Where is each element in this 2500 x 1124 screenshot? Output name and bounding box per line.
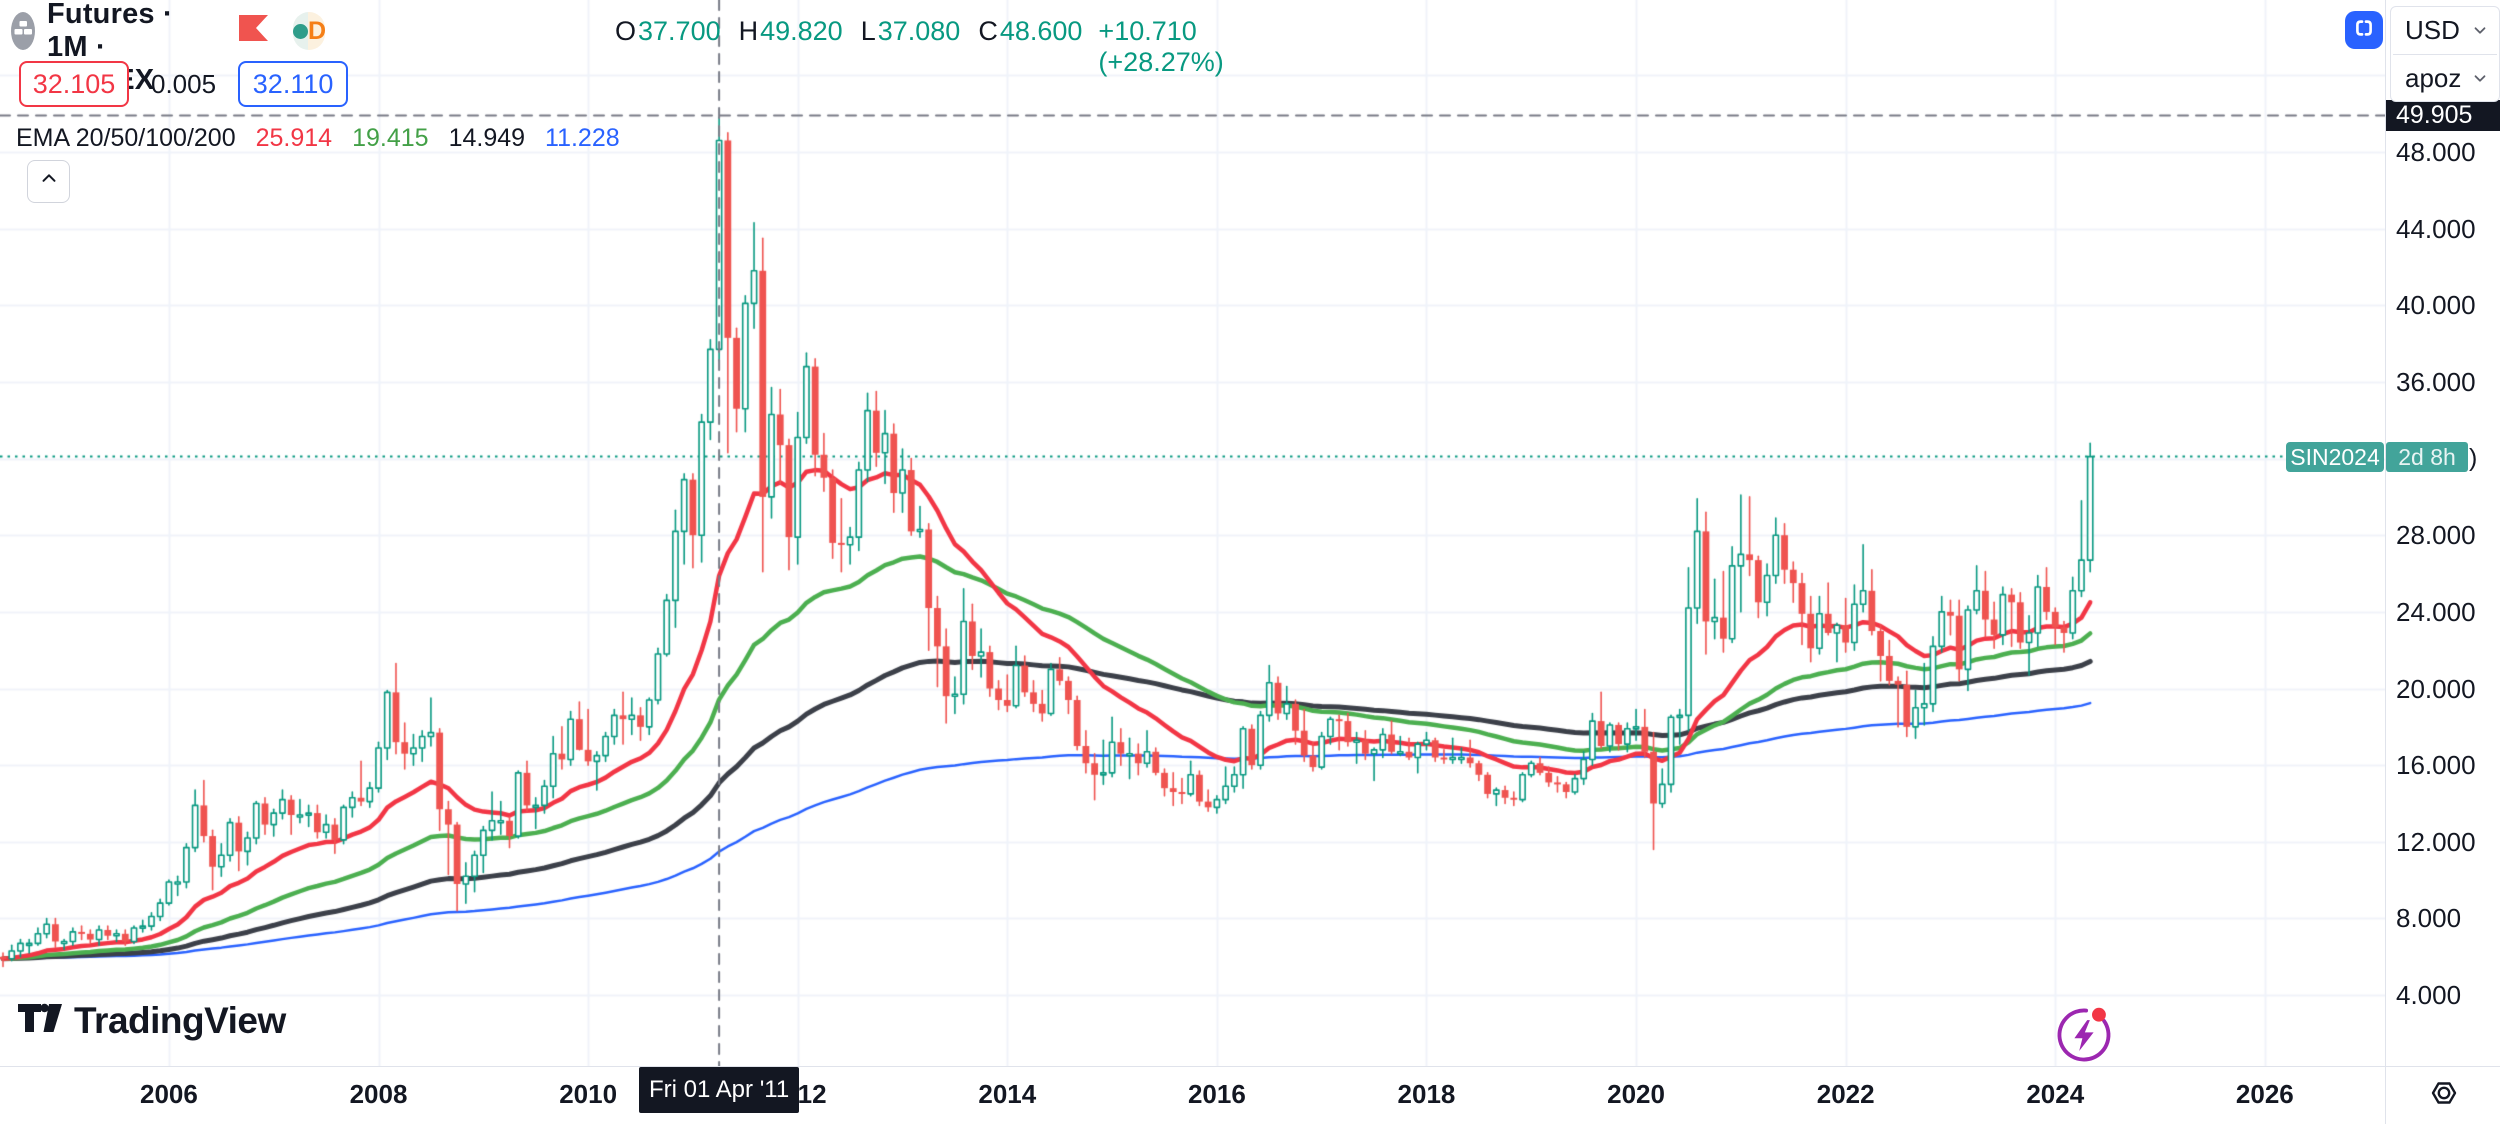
bid-ask-row: 32.105 0.005 32.110	[19, 61, 349, 107]
ema100-value: 14.949	[448, 124, 526, 152]
brackets-icon	[2353, 17, 2375, 44]
year-tick: 2010	[559, 1079, 618, 1109]
interval-badge: D	[307, 12, 325, 50]
tradingview-wordmark: TradingView	[74, 999, 286, 1041]
price-tick: 4.000	[2396, 980, 2462, 1011]
ideas-button[interactable]	[2052, 1003, 2116, 1072]
change-value: +10.710 (+28.27%)	[1098, 16, 1224, 77]
crosshair-date-tooltip: Fri 01 Apr '11	[639, 1067, 800, 1113]
unit-panel: USD apoz	[2390, 6, 2500, 102]
price-tick: 8.000	[2396, 903, 2462, 934]
spread-value: 0.005	[151, 68, 217, 99]
price-tick: 48.000	[2396, 136, 2476, 167]
high-key: H	[738, 16, 759, 46]
price-tick: 24.000	[2396, 596, 2476, 627]
ema-legend[interactable]: EMA 20/50/100/200 25.914 19.415 14.949 1…	[16, 124, 620, 153]
price-tick: 16.000	[2396, 750, 2476, 781]
flag-icon	[235, 13, 271, 50]
collapse-legend-button[interactable]	[27, 160, 70, 203]
tradingview-mark-icon	[16, 998, 64, 1043]
axis-settings-corner[interactable]	[2385, 1067, 2500, 1124]
gear-icon[interactable]	[2427, 1078, 2461, 1113]
chevron-up-icon	[38, 168, 60, 195]
year-tick: 2006	[140, 1079, 198, 1109]
ask-button[interactable]: 32.110	[238, 61, 349, 107]
currency-value: USD	[2405, 15, 2460, 45]
market-open-dot-icon	[292, 23, 308, 39]
hidden-label-peek: )	[2469, 444, 2478, 472]
notification-dot-icon	[2092, 1007, 2106, 1022]
low-value: 37.080	[877, 16, 961, 46]
bar-countdown-label: 2d 8h	[2386, 442, 2468, 472]
year-tick: 2024	[2026, 1079, 2085, 1109]
contract-label: SIN2024	[2286, 442, 2384, 472]
year-tick: 2014	[978, 1079, 1037, 1109]
chevron-down-icon	[2471, 63, 2489, 94]
price-tick: 36.000	[2396, 366, 2476, 397]
tradingview-logo[interactable]: TradingView	[16, 998, 286, 1043]
ema-legend-title: EMA 20/50/100/200	[16, 124, 236, 152]
open-value: 37.700	[638, 16, 721, 46]
open-key: O	[615, 16, 637, 46]
market-status-badge[interactable]: D	[292, 12, 325, 50]
ema50-value: 19.415	[352, 124, 429, 152]
year-tick: 2020	[1607, 1079, 1665, 1109]
silver-ingots-icon	[11, 18, 35, 45]
price-tick: 44.000	[2396, 213, 2476, 244]
maximize-button[interactable]	[2345, 11, 2383, 49]
low-key: L	[860, 16, 876, 46]
price-chart[interactable]	[0, 0, 2385, 1066]
symbol-avatar[interactable]	[11, 12, 35, 50]
ohlc-row: O 37.700 H 49.820 L 37.080 C 48.600 +10.…	[615, 16, 1224, 78]
chevron-down-icon	[2471, 15, 2489, 46]
price-axis[interactable]: 48.000 44.000 40.000 36.000 28.000 24.000 20.0…	[2385, 0, 2500, 1066]
close-key: C	[978, 16, 998, 46]
year-tick: 2022	[1816, 1079, 1875, 1109]
year-tick: 2008	[349, 1079, 408, 1109]
price-tick: 20.000	[2396, 673, 2476, 704]
price-tick: 28.000	[2396, 520, 2476, 551]
ema200-value: 11.228	[545, 124, 620, 152]
year-tick: 2026	[2235, 1079, 2294, 1109]
ema20-value: 25.914	[255, 124, 333, 152]
unit-value: apoz	[2405, 63, 2462, 93]
high-value: 49.820	[760, 16, 843, 46]
lightning-icon	[2052, 1007, 2116, 1071]
flag-button[interactable]	[235, 13, 271, 50]
year-tick: 2018	[1397, 1079, 1456, 1109]
divider	[2393, 54, 2497, 55]
price-tick: 12.000	[2396, 826, 2476, 857]
bid-button[interactable]: 32.105	[19, 61, 129, 107]
crosshair-price-label: 49.905	[2386, 100, 2500, 131]
time-axis[interactable]: 2006200820102012201420162018202020222024…	[0, 1066, 2500, 1124]
close-value: 48.600	[999, 16, 1083, 46]
unit-dropdown[interactable]: apoz	[2391, 55, 2499, 102]
currency-dropdown[interactable]: USD	[2391, 7, 2499, 54]
year-tick: 2016	[1187, 1079, 1246, 1109]
price-tick: 40.000	[2396, 290, 2476, 321]
market-open-half	[292, 12, 308, 50]
crosshair-price-value: 49.905	[2396, 101, 2473, 129]
